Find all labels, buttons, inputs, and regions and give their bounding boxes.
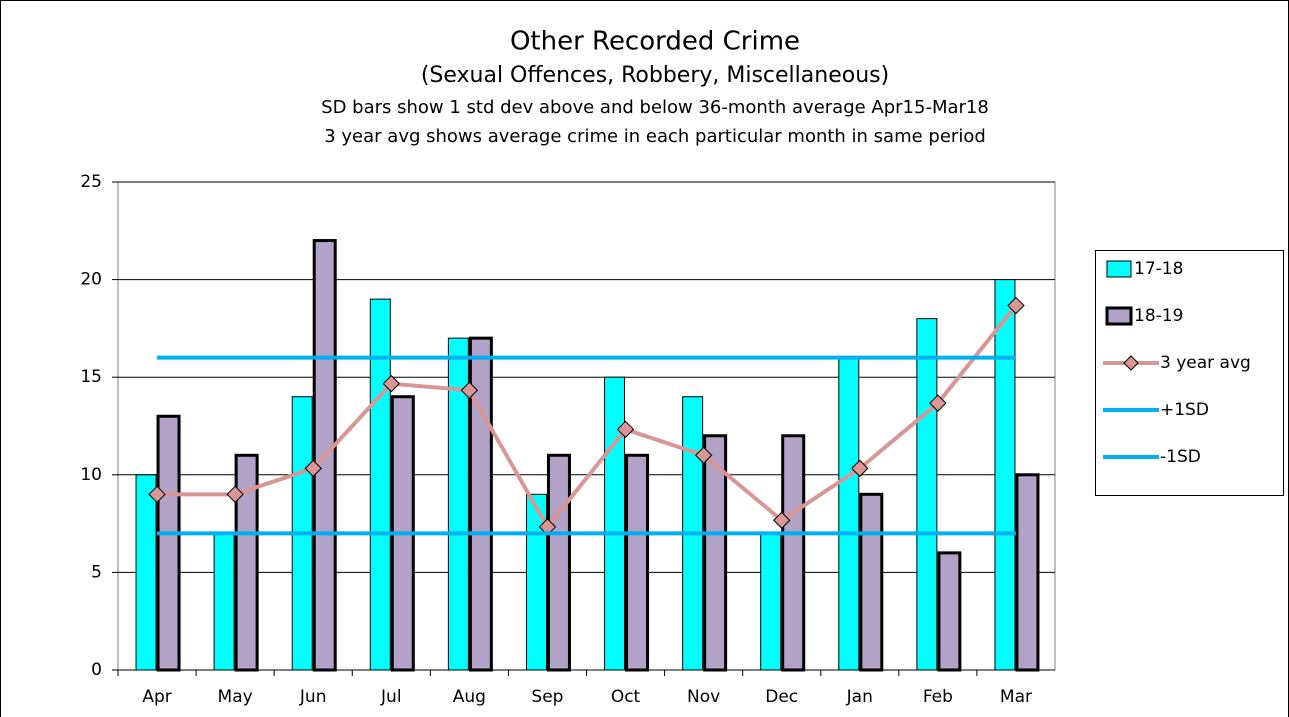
- x-tick-label: Sep: [531, 687, 563, 707]
- legend-box: [1095, 250, 1284, 496]
- x-tick-label: Nov: [687, 687, 720, 707]
- bar: [213, 532, 235, 671]
- legend-label: 17-18: [1134, 259, 1183, 279]
- bar: [703, 434, 728, 672]
- bar: [916, 318, 938, 671]
- chart-title: Other Recorded Crime: [510, 27, 800, 57]
- marker: [851, 459, 869, 478]
- x-tick-label: Oct: [611, 687, 641, 707]
- bar: [369, 298, 391, 671]
- bar: [781, 434, 806, 672]
- bar: [447, 337, 469, 671]
- chart-subtitle: (Sexual Offences, Robbery, Miscellaneous…: [421, 63, 889, 88]
- marker: [773, 511, 791, 529]
- marker: [304, 459, 322, 478]
- annotation: 3 year avg shows average crime in each p…: [324, 126, 986, 147]
- legend-label: +1SD: [1160, 400, 1209, 420]
- line: [157, 304, 1018, 531]
- x-tick-label: Aug: [453, 687, 486, 707]
- bar: [625, 453, 650, 672]
- marker: [929, 394, 947, 412]
- marker: [694, 446, 713, 464]
- x-tick-label: Jan: [846, 687, 873, 707]
- bar: [156, 414, 181, 672]
- marker: [616, 420, 635, 439]
- x-tick-label: Dec: [765, 687, 798, 707]
- bar: [546, 453, 571, 672]
- annotation: SD bars show 1 std dev above and below 3…: [321, 97, 989, 118]
- x-tick-label: Jun: [299, 687, 327, 707]
- marker: [148, 485, 166, 504]
- y-tick-label: 20: [80, 270, 102, 290]
- legend-label: 3 year avg: [1160, 353, 1251, 373]
- bar: [994, 279, 1016, 671]
- bar: [859, 492, 884, 672]
- legend-marker: [1123, 355, 1139, 371]
- y-tick-label: 15: [80, 367, 102, 387]
- bar: [234, 453, 259, 672]
- marker: [460, 381, 479, 399]
- x-tick-label: Mar: [1000, 687, 1032, 707]
- y-tick-label: 10: [80, 465, 102, 485]
- bar: [604, 376, 626, 671]
- y-tick-label: 0: [91, 660, 102, 680]
- legend-label: -1SD: [1160, 447, 1201, 467]
- bar: [525, 493, 547, 671]
- bar: [760, 532, 782, 671]
- bar: [838, 357, 860, 671]
- x-tick-label: Jul: [380, 687, 402, 707]
- legend-swatch: [1105, 306, 1133, 326]
- bar: [1015, 473, 1040, 672]
- y-tick-label: 5: [91, 562, 102, 582]
- marker: [1007, 296, 1025, 315]
- x-tick-label: May: [218, 687, 253, 707]
- x-tick-label: Apr: [142, 687, 171, 707]
- bar: [937, 551, 962, 672]
- marker: [382, 374, 400, 393]
- bar: [135, 474, 157, 671]
- marker: [226, 485, 244, 504]
- x-tick-label: Feb: [923, 687, 953, 707]
- legend-swatch: [1106, 260, 1132, 278]
- y-tick-label: 25: [80, 172, 102, 192]
- legend-label: 18-19: [1134, 306, 1183, 326]
